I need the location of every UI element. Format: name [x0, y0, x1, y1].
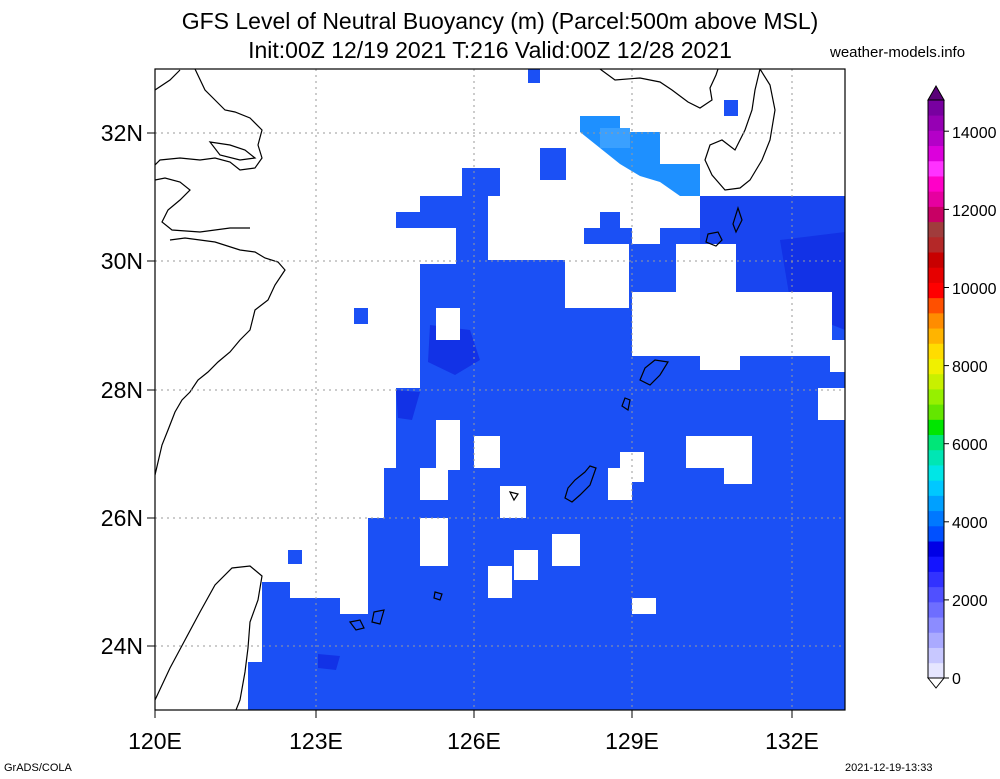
colorbar-segment	[928, 160, 944, 177]
colorbar-label: 10000	[952, 281, 997, 298]
colorbar-segment	[928, 282, 944, 299]
chart-subtitle: Init:00Z 12/19 2021 T:216 Valid:00Z 12/2…	[248, 37, 732, 63]
colorbar-segment	[928, 525, 944, 542]
colorbar-segment	[928, 404, 944, 420]
lon-label: 129E	[605, 728, 659, 754]
lat-label: 28N	[101, 377, 143, 403]
colorbar-segment	[928, 100, 944, 116]
colorbar-segment	[928, 541, 944, 557]
colorbar-segment	[928, 662, 944, 679]
field-cell	[528, 69, 540, 83]
field-holes	[420, 212, 845, 614]
colorbar-segment	[928, 510, 944, 527]
colorbar-segment	[928, 236, 944, 253]
lon-label: 123E	[289, 728, 343, 754]
colorbar-segment	[928, 267, 944, 283]
lat-label: 24N	[101, 633, 143, 659]
field-cell	[288, 550, 302, 564]
buoyancy-field	[248, 69, 845, 710]
colorbar-segment	[928, 465, 944, 481]
colorbar-segment	[928, 358, 944, 375]
colorbar-segment	[928, 389, 944, 405]
colorbar-segment	[928, 617, 944, 633]
field-light-patch	[600, 128, 630, 148]
colorbar-segment	[928, 586, 944, 603]
colorbar	[926, 84, 949, 689]
axis-ticks	[147, 132, 793, 718]
coast-islet	[732, 206, 743, 234]
colorbar-label: 14000	[952, 125, 997, 142]
colorbar-label: 8000	[952, 359, 988, 376]
site-credit: weather-models.info	[830, 44, 966, 61]
colorbar-segment	[928, 252, 944, 268]
coast-korea	[599, 69, 719, 109]
colorbar-segment	[928, 480, 944, 496]
lon-label: 132E	[765, 728, 819, 754]
gridlines	[155, 69, 845, 710]
coast-islet	[705, 231, 723, 247]
field-cell	[724, 100, 738, 116]
colorbar-segment	[928, 419, 944, 436]
colorbar-segment	[928, 571, 944, 588]
colorbar-label: 6000	[952, 437, 988, 454]
lat-labels: 32N 30N 28N 26N 24N	[101, 120, 143, 659]
field-light-patch	[580, 116, 700, 196]
coast-amami	[639, 359, 669, 386]
colorbar-label: 12000	[952, 203, 997, 220]
lat-label: 30N	[101, 248, 143, 274]
colorbar-segment	[928, 647, 944, 664]
coast-islet	[433, 591, 443, 601]
colorbar-max-arrow	[927, 84, 945, 101]
colorbar-label: 4000	[952, 515, 988, 532]
colorbar-segment	[928, 206, 944, 223]
field-dark-patch	[396, 390, 420, 420]
colorbar-segment	[928, 343, 944, 359]
field-cell	[354, 308, 368, 324]
chart-title: GFS Level of Neutral Buoyancy (m) (Parce…	[181, 8, 819, 34]
colorbar-segment	[928, 449, 944, 466]
coast-okinawa	[564, 465, 597, 503]
colorbar-segment	[928, 495, 944, 512]
colorbar-segment	[928, 221, 944, 238]
coast-islet	[348, 619, 365, 631]
colorbar-segment	[928, 115, 944, 131]
colorbar-label: 0	[952, 671, 961, 688]
coast-taiwan	[155, 565, 263, 710]
lon-labels: 120E 123E 126E 129E 132E	[128, 728, 819, 754]
colorbar-segment	[928, 373, 944, 390]
footer-right: 2021-12-19-13:33	[845, 762, 933, 774]
colorbar-label: 2000	[952, 593, 988, 610]
colorbar-segment	[928, 130, 944, 147]
colorbar-min-arrow	[926, 677, 946, 689]
field-cell	[540, 148, 566, 180]
colorbar-segment	[928, 632, 944, 648]
coast-islet	[371, 609, 385, 625]
lat-label: 32N	[101, 120, 143, 146]
colorbar-segment	[928, 191, 944, 207]
colorbar-segment	[928, 434, 944, 451]
field-dark-patch	[318, 654, 340, 670]
colorbar-segment	[928, 328, 944, 344]
lon-label: 120E	[128, 728, 182, 754]
footer-left: GrADS/COLA	[4, 762, 72, 774]
coast-yangtze-island	[208, 141, 257, 161]
colorbar-labels: 0 2000 4000 6000 8000 10000 12000 14000	[952, 125, 997, 688]
colorbar-segment	[928, 145, 944, 162]
coastlines	[155, 69, 776, 710]
colorbar-segment	[928, 297, 944, 314]
colorbar-segment	[928, 312, 944, 329]
coast-islet	[621, 397, 631, 411]
coast-china	[155, 69, 286, 476]
lon-label: 126E	[447, 728, 501, 754]
colorbar-segment	[928, 601, 944, 618]
coast-islet	[508, 491, 519, 502]
colorbar-segment	[928, 556, 944, 572]
lat-label: 26N	[101, 505, 143, 531]
coast-kyushu	[704, 69, 776, 191]
colorbar-segment	[928, 176, 944, 192]
